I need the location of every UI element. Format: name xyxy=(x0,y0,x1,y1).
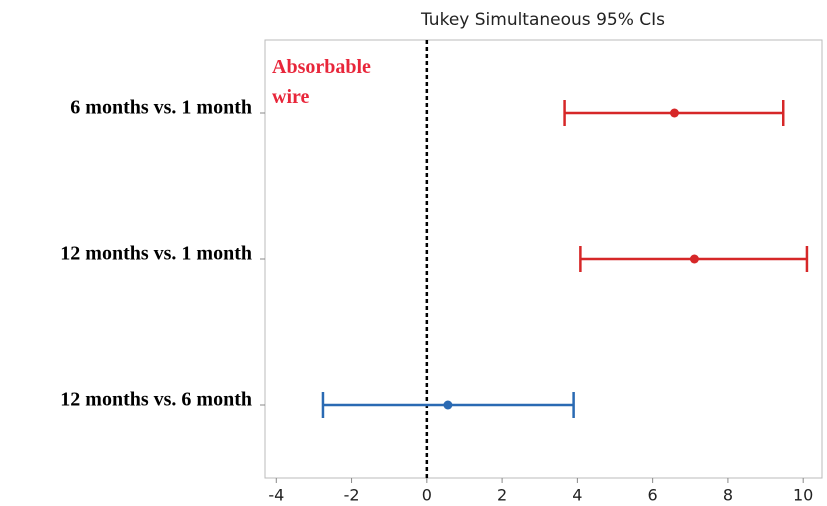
x-tick-label: -4 xyxy=(268,486,284,505)
x-tick-label: -2 xyxy=(344,486,360,505)
y-tick-label: 6 months vs. 1 month xyxy=(70,97,252,119)
x-tick-label: 8 xyxy=(723,486,733,505)
mean-point xyxy=(443,400,453,410)
x-tick-label: 6 xyxy=(648,486,658,505)
x-tick-label: 0 xyxy=(422,486,432,505)
x-tick-label: 4 xyxy=(572,486,582,505)
x-tick-label: 10 xyxy=(793,486,813,505)
x-tick-label: 2 xyxy=(497,486,507,505)
chart-title: Tukey Simultaneous 95% CIs xyxy=(420,10,665,30)
y-tick-label: 12 months vs. 1 month xyxy=(60,243,252,265)
mean-point xyxy=(669,108,679,118)
y-tick-label: 12 months vs. 6 month xyxy=(60,389,252,411)
annotation-line: wire xyxy=(272,86,310,108)
annotation: Absorbable wire xyxy=(272,56,376,108)
mean-point xyxy=(689,254,699,264)
annotation-line: Absorbable xyxy=(272,56,371,78)
